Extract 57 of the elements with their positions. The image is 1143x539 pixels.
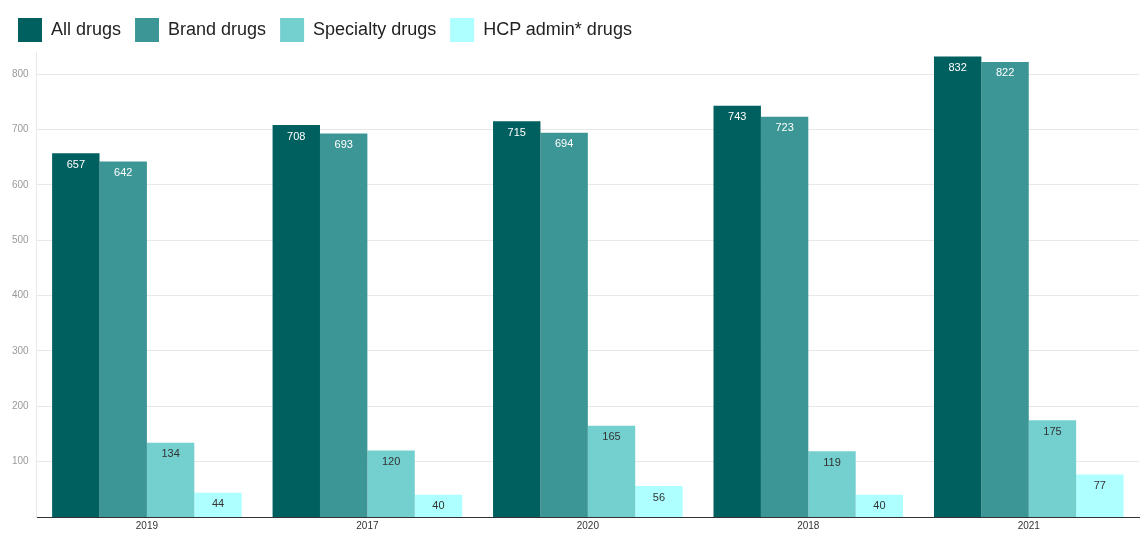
bar (713, 105, 761, 517)
x-tick-label: 2017 (356, 519, 379, 531)
data-label: 693 (334, 137, 353, 150)
legend-label: Specialty drugs (313, 18, 437, 39)
y-tick-label: 800 (12, 67, 30, 79)
bar (319, 133, 368, 517)
data-label: 165 (602, 430, 621, 443)
legend-label: All drugs (51, 18, 122, 39)
data-label: 657 (66, 157, 85, 170)
bar (493, 121, 541, 517)
bar (414, 494, 463, 517)
bar (635, 486, 683, 517)
data-label: 723 (775, 121, 794, 134)
bar (99, 161, 147, 517)
data-label: 77 (1093, 478, 1106, 491)
legend-label: HCP admin* drugs (483, 18, 632, 39)
y-tick-label: 400 (12, 289, 30, 301)
bar (933, 56, 982, 517)
bar (52, 153, 100, 517)
y-tick-label: 200 (12, 400, 30, 412)
bar (760, 116, 809, 517)
bar (855, 494, 904, 517)
data-label: 743 (728, 110, 747, 123)
bar (1028, 420, 1077, 517)
x-tick-label: 2021 (1017, 519, 1041, 531)
data-label: 715 (507, 125, 526, 138)
legend-label: Brand drugs (168, 18, 267, 39)
data-label: 40 (873, 499, 886, 512)
data-label: 56 (652, 490, 666, 503)
bar (981, 61, 1029, 517)
bar (587, 425, 636, 517)
data-label: 120 (381, 455, 401, 468)
bar (808, 451, 856, 517)
y-tick-label: 700 (12, 123, 30, 135)
data-label: 822 (995, 66, 1015, 79)
data-label: 708 (287, 129, 306, 142)
bar (146, 442, 195, 517)
y-tick-label: 600 (12, 178, 30, 190)
bar (1076, 474, 1124, 517)
data-label: 134 (161, 447, 180, 460)
data-label: 832 (948, 60, 967, 73)
data-label: 642 (114, 166, 133, 179)
x-tick-label: 2019 (135, 519, 159, 531)
data-label: 40 (432, 499, 445, 512)
x-tick-label: 2018 (797, 519, 820, 531)
y-tick-label: 300 (12, 344, 30, 356)
x-tick-label: 2020 (576, 519, 600, 531)
data-label: 119 (823, 455, 841, 468)
bar (272, 125, 320, 517)
y-tick-label: 500 (12, 233, 30, 245)
bar (367, 450, 415, 517)
bar (194, 492, 242, 517)
y-tick-label: 100 (12, 455, 30, 467)
data-label: 44 (211, 497, 225, 510)
data-label: 694 (554, 137, 574, 150)
bar (540, 132, 588, 517)
data-label: 175 (1043, 424, 1062, 437)
